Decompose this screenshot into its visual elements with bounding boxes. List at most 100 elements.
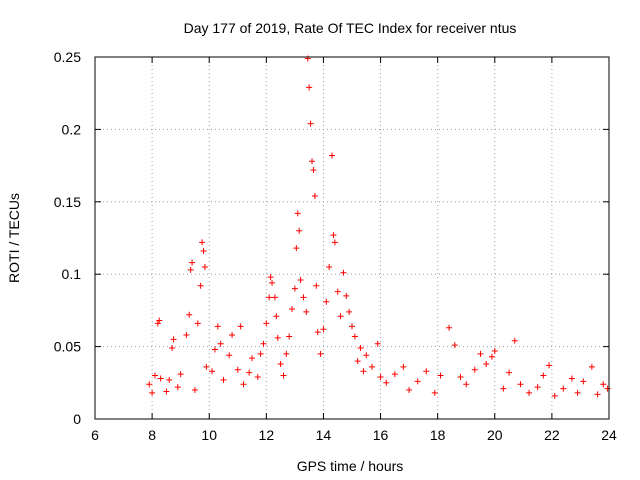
data-point xyxy=(551,392,558,399)
data-point xyxy=(329,152,336,159)
data-point xyxy=(354,358,361,365)
data-point xyxy=(163,388,170,395)
data-point xyxy=(306,84,313,91)
data-points xyxy=(146,55,611,399)
x-tick-label: 12 xyxy=(259,427,275,443)
data-point xyxy=(189,259,196,266)
data-point xyxy=(246,369,253,376)
data-point xyxy=(266,294,273,301)
data-point xyxy=(237,323,244,330)
x-tick-label: 14 xyxy=(316,427,332,443)
data-point xyxy=(437,372,444,379)
data-point xyxy=(540,372,547,379)
data-point xyxy=(368,363,375,370)
y-tick-label: 0.15 xyxy=(54,194,81,210)
data-point xyxy=(191,387,198,394)
data-point xyxy=(331,239,338,246)
data-point xyxy=(383,379,390,386)
data-point xyxy=(203,363,210,370)
data-point xyxy=(151,372,158,379)
data-point xyxy=(197,282,204,289)
data-point xyxy=(174,384,181,391)
data-point xyxy=(511,337,518,344)
data-point xyxy=(146,381,153,388)
data-point xyxy=(488,353,495,360)
data-point xyxy=(291,285,298,292)
data-point xyxy=(169,345,176,352)
data-point xyxy=(340,269,347,276)
data-point xyxy=(307,120,314,127)
data-point xyxy=(201,263,208,270)
data-point xyxy=(357,345,364,352)
data-point xyxy=(517,381,524,388)
x-tick-label: 10 xyxy=(201,427,217,443)
data-point xyxy=(234,366,241,373)
data-point xyxy=(269,279,276,286)
data-point xyxy=(217,340,224,347)
data-point xyxy=(594,391,601,398)
data-point xyxy=(283,350,290,357)
data-point xyxy=(546,362,553,369)
data-point xyxy=(214,323,221,330)
chart-title: Day 177 of 2019, Rate Of TEC Index for r… xyxy=(184,20,517,36)
data-point xyxy=(500,385,507,392)
data-point xyxy=(286,333,293,340)
data-point xyxy=(314,329,321,336)
data-point xyxy=(209,368,216,375)
data-point xyxy=(360,368,367,375)
y-tick-label: 0.2 xyxy=(62,121,82,137)
data-point xyxy=(506,369,513,376)
data-point xyxy=(296,227,303,234)
data-point xyxy=(351,333,358,340)
data-point xyxy=(580,378,587,385)
x-tick-label: 16 xyxy=(373,427,389,443)
data-point xyxy=(166,376,173,383)
data-point xyxy=(400,363,407,370)
data-point xyxy=(229,332,236,339)
data-point xyxy=(391,371,398,378)
data-point xyxy=(343,292,350,299)
data-point xyxy=(240,381,247,388)
data-point xyxy=(604,385,611,392)
x-tick-label: 6 xyxy=(91,427,99,443)
data-point xyxy=(254,374,261,381)
data-point xyxy=(363,352,370,359)
data-point xyxy=(457,374,464,381)
data-point xyxy=(271,294,278,301)
data-point xyxy=(187,266,194,273)
data-point xyxy=(294,210,301,217)
data-point xyxy=(317,350,324,357)
x-tick-label: 20 xyxy=(487,427,503,443)
data-point xyxy=(346,308,353,315)
data-point xyxy=(211,346,218,353)
data-point xyxy=(477,350,484,357)
data-point xyxy=(277,360,284,367)
data-point xyxy=(300,294,307,301)
data-point xyxy=(326,263,333,270)
data-point xyxy=(414,378,421,385)
plot-frame xyxy=(94,56,610,420)
x-tick-label: 8 xyxy=(148,427,156,443)
data-point xyxy=(311,193,318,200)
data-point xyxy=(491,347,498,354)
data-point xyxy=(349,323,355,330)
data-point xyxy=(310,166,317,173)
data-point xyxy=(260,340,267,347)
data-point xyxy=(334,288,341,295)
data-point xyxy=(199,239,206,246)
data-point xyxy=(574,389,581,396)
y-tick-label: 0.25 xyxy=(54,49,81,65)
data-point xyxy=(568,375,575,382)
data-point xyxy=(320,326,327,333)
data-point xyxy=(183,332,190,339)
x-axis-title: GPS time / hours xyxy=(297,458,404,474)
axis-ticks xyxy=(94,56,610,420)
data-point xyxy=(446,324,453,331)
data-point xyxy=(274,334,281,341)
data-point xyxy=(177,371,184,378)
data-point xyxy=(156,317,163,324)
data-point xyxy=(289,305,296,312)
y-tick-label: 0 xyxy=(73,411,81,427)
data-point xyxy=(280,372,287,379)
